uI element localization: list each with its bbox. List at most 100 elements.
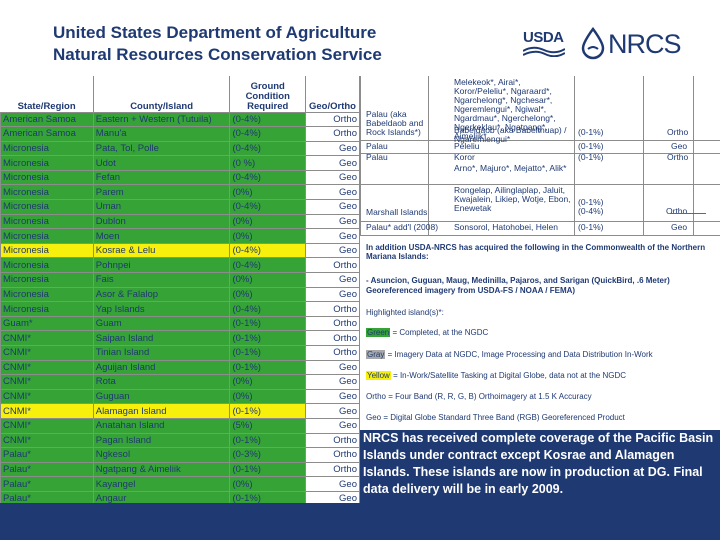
peleliu-ground: (0-1%) bbox=[578, 141, 604, 151]
usda-logo-text: USDA bbox=[523, 29, 564, 46]
cnmi-heading: In addition USDA-NRCS has acquired the f… bbox=[366, 243, 706, 261]
cell-geo: Ortho bbox=[305, 432, 360, 449]
palau-babeldaob-ground: (0-1%) bbox=[578, 127, 604, 137]
header-geo-ortho: Geo/Ortho bbox=[305, 76, 360, 113]
palau-2008-label: Palau* add'l (2008) bbox=[366, 222, 439, 232]
cell-ground: (0-1%) bbox=[229, 330, 306, 346]
table-row: American Samoa Manu'a (0-4%) Ortho bbox=[0, 126, 360, 142]
cell-ground: (0-3%) bbox=[229, 447, 306, 463]
cell-county: Manu'a bbox=[92, 126, 231, 142]
cell-geo: Geo bbox=[305, 228, 360, 244]
grid-line bbox=[643, 76, 644, 236]
cell-geo: Geo bbox=[305, 242, 360, 259]
cell-geo: Geo bbox=[305, 184, 360, 201]
cell-county: Fefan bbox=[92, 169, 231, 186]
legend-geo: Geo = Digital Globe Standard Three Band … bbox=[366, 413, 625, 422]
cell-ground: (0%) bbox=[229, 374, 306, 390]
cell-ground: (0-1%) bbox=[229, 432, 306, 449]
table-row: CNMI* Alamagan Island (0-1%) Geo bbox=[0, 403, 360, 419]
table-row: Micronesia Fefan (0-4%) Geo bbox=[0, 169, 360, 186]
cell-ground: (0%) bbox=[229, 213, 306, 230]
cell-geo: Geo bbox=[305, 199, 360, 215]
green-swatch: Green bbox=[366, 328, 391, 337]
cell-state: Palau* bbox=[0, 461, 94, 478]
cell-county: Ngkesol bbox=[92, 447, 231, 463]
cell-geo: Ortho bbox=[305, 461, 360, 478]
cell-state: Palau* bbox=[0, 447, 94, 463]
additional-islands-panel: Palau (aka Babeldaob and Rock Islands*) … bbox=[360, 76, 720, 430]
cell-county: Kosrae & Lelu bbox=[92, 242, 231, 259]
palau-2008-islands: Sonsorol, Hatohobei, Helen bbox=[454, 222, 558, 232]
cell-county: Kayangel bbox=[92, 476, 231, 492]
cell-state: CNMI* bbox=[0, 403, 94, 419]
cell-geo: Geo bbox=[305, 388, 360, 405]
cell-county: Guguan bbox=[92, 388, 231, 405]
cell-county: Pata, Tol, Polle bbox=[92, 140, 231, 157]
cell-geo: Geo bbox=[305, 272, 360, 288]
cell-geo: Geo bbox=[305, 155, 360, 171]
cell-county: Aguijan Island bbox=[92, 359, 231, 376]
cell-ground: (0%) bbox=[229, 388, 306, 405]
cell-state: Micronesia bbox=[0, 213, 94, 230]
water-drop-icon bbox=[581, 27, 605, 60]
table-row: Micronesia Pohnpei (0-4%) Ortho bbox=[0, 257, 360, 274]
cell-geo: Geo bbox=[305, 140, 360, 157]
table-row: Micronesia Parem (0%) Geo bbox=[0, 184, 360, 201]
cell-state: CNMI* bbox=[0, 345, 94, 361]
cell-county: Asor & Falalop bbox=[92, 286, 231, 303]
table-row: CNMI* Rota (0%) Geo bbox=[0, 374, 360, 390]
marshall-atolls-a: Arno*, Majuro*, Mejatto*, Alik* bbox=[454, 163, 567, 173]
cell-county: Parem bbox=[92, 184, 231, 201]
header: United States Department of Agriculture … bbox=[0, 0, 720, 76]
nrcs-logo: NRCS bbox=[580, 25, 700, 61]
palau-row-2-label: Palau bbox=[366, 141, 388, 151]
table-row: CNMI* Tinian Island (0-1%) Ortho bbox=[0, 345, 360, 361]
palau-2008-geo: Geo bbox=[671, 222, 688, 232]
table-row: Micronesia Asor & Falalop (0%) Geo bbox=[0, 286, 360, 303]
usda-logo-hills-icon bbox=[523, 46, 565, 57]
cell-ground: (0-1%) bbox=[229, 359, 306, 376]
table-row: Micronesia Uman (0-4%) Geo bbox=[0, 199, 360, 215]
cell-county: Rota bbox=[92, 374, 231, 390]
grid-line bbox=[360, 235, 720, 236]
cell-ground: (0%) bbox=[229, 476, 306, 492]
table-row: Palau* Ngatpang & Aimeliik (0-1%) Ortho bbox=[0, 461, 360, 478]
grid-line bbox=[360, 184, 720, 185]
header-state-region: State/Region bbox=[0, 76, 94, 113]
legend-green: Green = Completed, at the NGDC bbox=[366, 328, 488, 337]
cell-ground: (0-4%) bbox=[229, 257, 306, 274]
koror-label: Koror bbox=[454, 152, 475, 162]
legend-gray: Gray = Imagery Data at NGDC, Image Proce… bbox=[366, 350, 653, 359]
legend-yellow: Yellow = In-Work/Satellite Tasking at Di… bbox=[366, 371, 626, 380]
cell-ground: (0-1%) bbox=[229, 345, 306, 361]
table-row: Micronesia Yap Islands (0-4%) Ortho bbox=[0, 301, 360, 317]
table-row: CNMI* Guguan (0%) Geo bbox=[0, 388, 360, 405]
cell-state: Micronesia bbox=[0, 257, 94, 274]
usda-logo: USDA bbox=[523, 29, 565, 57]
babeldaob-note: Babeldaob (aka Babelthuap) / Ngaremlengu… bbox=[454, 125, 567, 144]
cell-state: Guam* bbox=[0, 315, 94, 332]
palau-2008-ground: (0-1%) bbox=[578, 222, 604, 232]
cell-county: Dublon bbox=[92, 213, 231, 230]
header-ground-condition: Ground Condition Required bbox=[229, 76, 306, 113]
cell-county: Fais bbox=[92, 272, 231, 288]
cell-state: Micronesia bbox=[0, 286, 94, 303]
cnmi-line-1: - Asuncion, Guguan, Maug, Medinilla, Paj… bbox=[366, 276, 670, 285]
grid-line bbox=[428, 76, 429, 236]
peleliu-geo: Geo bbox=[671, 141, 688, 151]
cell-state: Micronesia bbox=[0, 155, 94, 171]
cell-ground: (0-4%) bbox=[229, 199, 306, 215]
cell-geo: Geo bbox=[305, 403, 360, 419]
palau-babeldaob-geo: Ortho bbox=[667, 127, 689, 137]
marshall-atolls-b: Rongelap, Ailinglaplap, Jaluit, Kwajalei… bbox=[454, 185, 571, 213]
marshall-ground-2: (0-4%) bbox=[578, 206, 604, 216]
cell-state: CNMI* bbox=[0, 417, 94, 434]
cell-ground: (0-4%) bbox=[229, 301, 306, 317]
cell-geo: Geo bbox=[305, 286, 360, 303]
cell-ground: (0-4%) bbox=[229, 140, 306, 157]
gray-swatch: Gray bbox=[366, 350, 386, 359]
table-row: CNMI* Saipan Island (0-1%) Ortho bbox=[0, 330, 360, 346]
grid-line bbox=[574, 76, 575, 236]
cell-geo: Geo bbox=[305, 417, 360, 434]
cell-geo: Geo bbox=[305, 374, 360, 390]
